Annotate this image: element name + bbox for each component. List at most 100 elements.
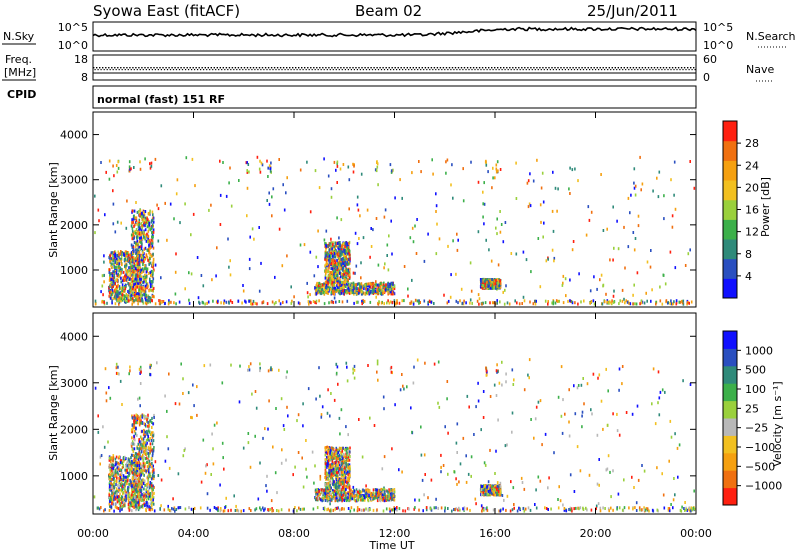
heatmap-cell bbox=[501, 383, 503, 387]
heatmap-cell bbox=[534, 302, 537, 306]
heatmap-cell bbox=[329, 259, 331, 263]
heatmap-cell bbox=[183, 449, 186, 452]
heatmap-cell bbox=[135, 462, 137, 466]
heatmap-cell bbox=[110, 483, 113, 487]
heatmap-cell bbox=[166, 238, 168, 242]
heatmap-cell bbox=[119, 461, 122, 465]
heatmap-cell bbox=[349, 273, 351, 277]
heatmap-cell bbox=[323, 506, 326, 510]
heatmap-cell bbox=[414, 224, 416, 228]
freq-dot bbox=[599, 67, 601, 69]
heatmap-cell bbox=[132, 250, 135, 254]
heatmap-cell bbox=[138, 263, 141, 267]
heatmap-cell bbox=[133, 257, 136, 261]
heatmap-cell bbox=[174, 402, 177, 406]
heatmap-cell bbox=[141, 286, 143, 290]
nave-dot bbox=[634, 69, 636, 71]
heatmap-cell bbox=[551, 248, 554, 252]
heatmap-cell bbox=[418, 160, 420, 163]
heatmap-cell bbox=[453, 508, 455, 511]
heatmap-cell bbox=[664, 390, 666, 394]
heatmap-cell bbox=[146, 255, 149, 259]
nave-dot bbox=[118, 69, 120, 71]
heatmap-cell bbox=[124, 257, 126, 261]
heatmap-cell bbox=[610, 506, 612, 510]
heatmap-cell bbox=[140, 233, 142, 237]
heatmap-cell bbox=[149, 296, 151, 299]
heatmap-cell bbox=[188, 271, 190, 275]
heatmap-cell bbox=[579, 469, 582, 473]
freq-trace bbox=[93, 67, 696, 74]
heatmap-cell bbox=[336, 267, 339, 271]
heatmap-cell bbox=[123, 278, 126, 282]
heatmap-cell bbox=[334, 265, 337, 269]
freq-dot bbox=[183, 67, 185, 69]
heatmap-cell bbox=[376, 283, 379, 287]
heatmap-cell bbox=[139, 371, 141, 375]
heatmap-cell bbox=[605, 292, 607, 296]
heatmap-cell bbox=[505, 380, 507, 384]
heatmap-cell bbox=[621, 382, 623, 386]
heatmap-cell bbox=[251, 302, 254, 306]
heatmap-cell bbox=[112, 482, 115, 486]
heatmap-cell bbox=[260, 161, 263, 165]
heatmap-cell bbox=[306, 281, 308, 285]
heatmap-cell bbox=[393, 299, 396, 303]
heatmap-cell bbox=[574, 301, 576, 305]
heatmap-cell bbox=[323, 302, 326, 306]
heatmap-cell bbox=[597, 502, 600, 506]
heatmap-cell bbox=[494, 472, 496, 475]
heatmap-cell bbox=[639, 302, 641, 306]
heatmap-cell bbox=[355, 264, 358, 268]
heatmap-cell bbox=[105, 399, 108, 403]
nave-dot bbox=[329, 69, 331, 71]
heatmap-cell bbox=[131, 218, 133, 222]
heatmap-cell bbox=[120, 286, 123, 290]
nave-dot bbox=[652, 69, 654, 71]
heatmap-cell bbox=[403, 265, 406, 268]
heatmap-cell bbox=[612, 205, 614, 209]
heatmap-cell bbox=[122, 270, 125, 274]
heatmap-cell bbox=[216, 246, 218, 250]
freq-dot bbox=[521, 67, 523, 69]
heatmap-cell bbox=[553, 256, 556, 260]
heatmap-cell bbox=[496, 370, 498, 374]
heatmap-cell bbox=[386, 301, 388, 305]
heatmap-cell bbox=[138, 251, 140, 255]
heatmap-cell bbox=[470, 289, 473, 293]
heatmap-cell bbox=[299, 243, 302, 247]
heatmap-cell bbox=[398, 468, 400, 472]
heatmap-cell bbox=[150, 238, 152, 242]
heatmap-cell bbox=[330, 262, 333, 265]
heatmap-cell bbox=[131, 299, 134, 303]
heatmap-cell bbox=[338, 236, 340, 240]
heatmap-cell bbox=[383, 486, 385, 490]
heatmap-cell bbox=[365, 484, 367, 488]
heatmap-cell bbox=[542, 200, 545, 204]
heatmap-cell bbox=[153, 509, 156, 513]
nave-dot bbox=[142, 69, 144, 71]
heatmap-cell bbox=[416, 358, 419, 362]
freq-dot bbox=[650, 67, 653, 69]
heatmap-cell bbox=[523, 299, 526, 303]
heatmap-cell bbox=[331, 280, 334, 284]
heatmap-cell bbox=[596, 482, 599, 486]
heatmap-cell bbox=[151, 275, 154, 279]
heatmap-cell bbox=[135, 290, 137, 294]
heatmap-cell bbox=[142, 263, 144, 267]
heatmap-cell bbox=[360, 508, 363, 512]
heatmap-cell bbox=[444, 509, 446, 513]
nave-dot bbox=[616, 69, 618, 71]
heatmap-cell bbox=[330, 267, 332, 270]
heatmap-cell bbox=[111, 272, 114, 276]
heatmap-cell bbox=[436, 222, 438, 226]
heatmap-cell bbox=[644, 508, 647, 512]
heatmap-cell bbox=[518, 302, 521, 306]
heatmap-cell bbox=[333, 285, 336, 289]
heatmap-cell bbox=[371, 288, 374, 292]
nave-dot bbox=[133, 69, 135, 71]
heatmap-cell bbox=[325, 254, 327, 258]
heatmap-cell bbox=[460, 287, 463, 291]
freq-dot bbox=[427, 67, 430, 69]
heatmap-cell bbox=[613, 246, 615, 250]
